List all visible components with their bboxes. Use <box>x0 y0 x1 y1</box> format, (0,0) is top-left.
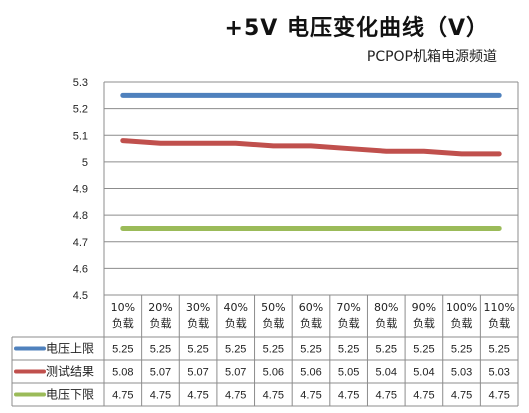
chart-subtitle: PCPOP机箱电源频道 <box>366 49 497 65</box>
x-tick-label-unit: 负载 <box>413 316 435 330</box>
x-tick-label-unit: 负载 <box>225 316 247 330</box>
data-label: 4.75 <box>187 390 208 402</box>
y-tick-label: 4.7 <box>73 237 88 249</box>
data-label: 4.75 <box>150 390 171 402</box>
x-tick-label-unit: 负载 <box>262 316 284 330</box>
x-tick-label: 40% <box>224 301 248 314</box>
x-tick-label: 110% <box>483 301 514 314</box>
data-label: 5.04 <box>376 367 397 379</box>
series-line-2 <box>120 138 502 157</box>
data-label: 5.25 <box>112 344 133 356</box>
data-label: 4.75 <box>112 390 133 402</box>
data-label: 4.75 <box>225 390 246 402</box>
data-label: 5.07 <box>150 367 171 379</box>
x-tick-label-unit: 负载 <box>112 316 134 330</box>
x-tick-label: 10% <box>111 301 135 314</box>
data-label: 5.25 <box>376 344 397 356</box>
data-label: 5.25 <box>187 344 208 356</box>
data-label: 5.04 <box>413 367 434 379</box>
x-tick-label-unit: 负载 <box>187 316 209 330</box>
data-label: 5.06 <box>300 367 321 379</box>
data-label: 5.25 <box>413 344 434 356</box>
data-label: 5.25 <box>263 344 284 356</box>
x-tick-label: 20% <box>148 301 172 314</box>
x-tick-label: 100% <box>446 301 477 314</box>
legend-label-1: 电压上限 <box>46 342 94 356</box>
data-label: 5.07 <box>225 367 246 379</box>
data-label: 5.08 <box>112 367 133 379</box>
x-tick-label: 90% <box>412 301 436 314</box>
data-label: 4.75 <box>488 390 509 402</box>
data-label: 5.25 <box>225 344 246 356</box>
data-label: 4.75 <box>376 390 397 402</box>
y-tick-label: 4.9 <box>73 184 88 196</box>
x-tick-label: 80% <box>374 301 398 314</box>
y-tick-label: 5.3 <box>73 77 88 89</box>
data-label: 5.25 <box>300 344 321 356</box>
x-tick-label: 60% <box>299 301 323 314</box>
data-label: 5.03 <box>488 367 509 379</box>
x-tick-label-unit: 负载 <box>451 316 473 330</box>
data-label: 5.07 <box>187 367 208 379</box>
data-label: 4.75 <box>338 390 359 402</box>
legend-label-3: 电压下限 <box>46 388 94 402</box>
x-tick-label-unit: 负载 <box>149 316 171 330</box>
data-label: 5.25 <box>150 344 171 356</box>
data-label: 5.05 <box>338 367 359 379</box>
y-tick-label: 4.6 <box>73 263 88 275</box>
data-label: 5.03 <box>451 367 472 379</box>
y-tick-label: 5 <box>82 157 88 169</box>
y-tick-label: 4.8 <box>73 210 88 222</box>
x-tick-label-unit: 负载 <box>488 316 510 330</box>
data-label: 5.25 <box>488 344 509 356</box>
data-label: 5.06 <box>263 367 284 379</box>
y-tick-label: 5.2 <box>73 104 88 116</box>
x-tick-label: 70% <box>336 301 360 314</box>
data-label: 5.25 <box>338 344 359 356</box>
legend-label-2: 测试结果 <box>46 364 94 379</box>
data-label: 4.75 <box>451 390 472 402</box>
x-tick-label: 30% <box>186 301 210 314</box>
data-label: 4.75 <box>413 390 434 402</box>
x-tick-label-unit: 负载 <box>375 316 397 330</box>
y-tick-label: 5.1 <box>73 130 88 142</box>
data-label: 4.75 <box>300 390 321 402</box>
x-tick-label-unit: 负载 <box>338 316 360 330</box>
data-label: 4.75 <box>263 390 284 402</box>
y-tick-label: 4.5 <box>73 290 88 302</box>
chart-title: +5V 电压变化曲线（V） <box>224 16 489 41</box>
x-tick-label: 50% <box>261 301 285 314</box>
data-label: 5.25 <box>451 344 472 356</box>
x-tick-label-unit: 负载 <box>300 316 322 330</box>
